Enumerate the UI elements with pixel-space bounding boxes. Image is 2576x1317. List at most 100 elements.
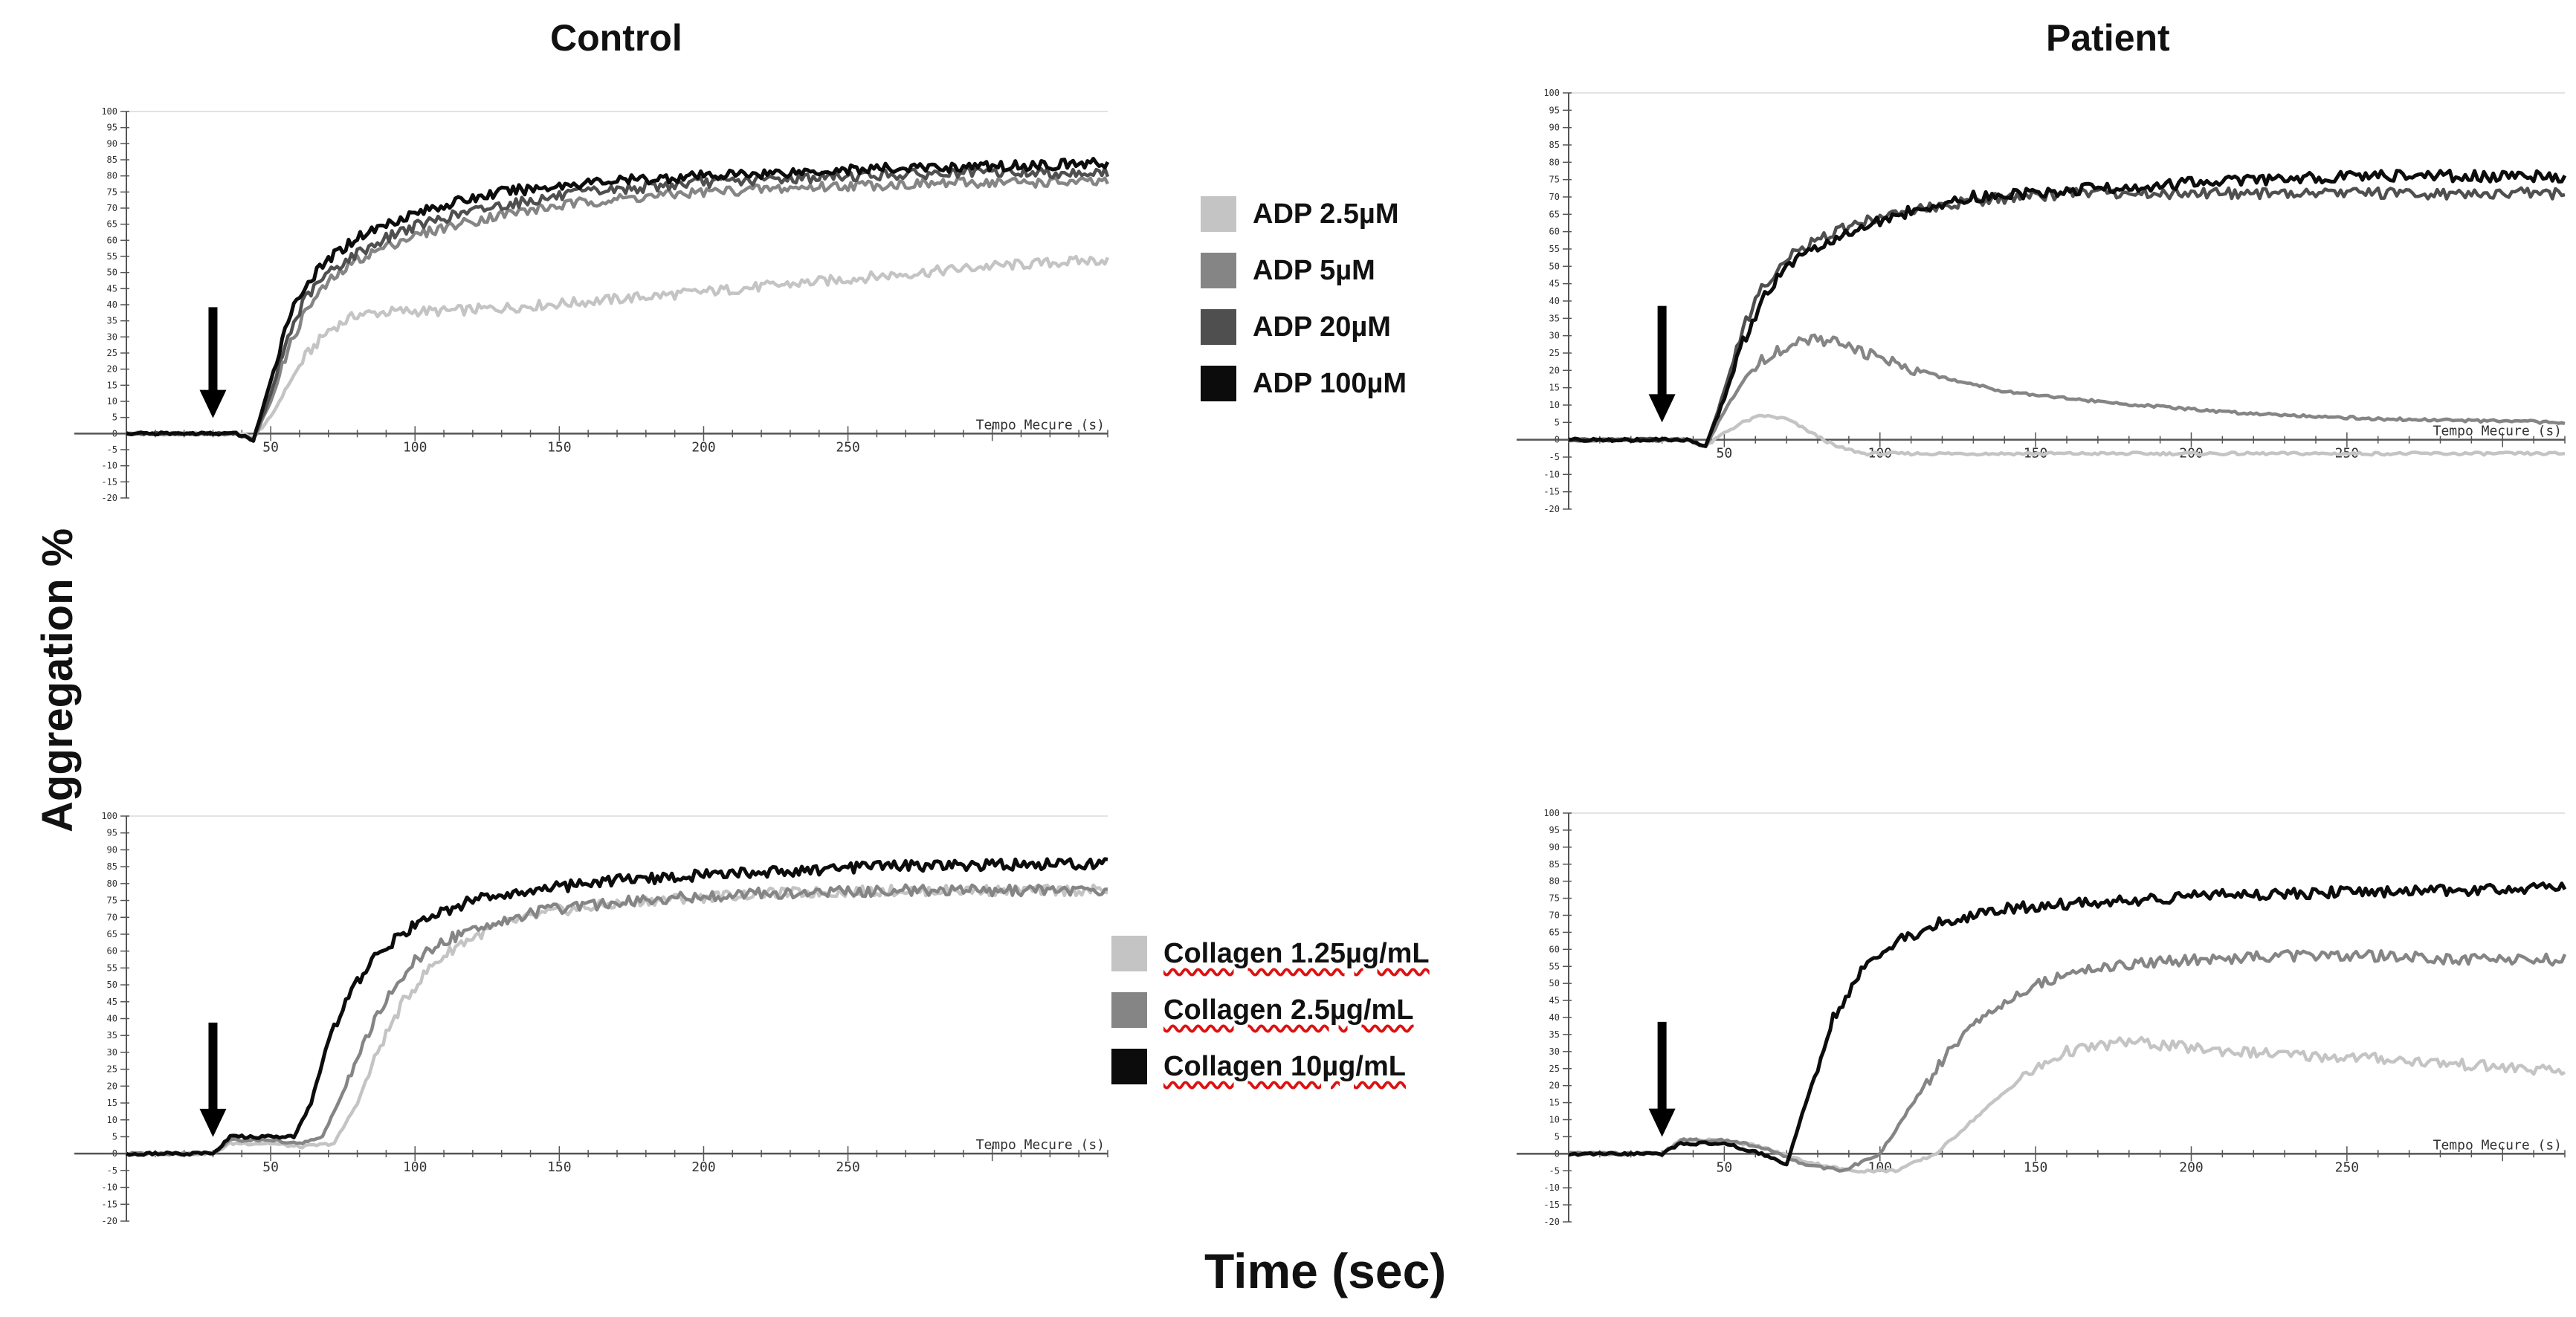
y-tick-label: 70	[1549, 192, 1560, 202]
y-tick-label: 45	[107, 997, 117, 1007]
y-tick-label: 15	[1549, 383, 1560, 393]
x-tick-label: 200	[2179, 1159, 2204, 1175]
y-tick-label: -10	[1543, 1182, 1560, 1193]
y-tick-label: 5	[1555, 1131, 1560, 1142]
y-tick-label: 50	[1549, 978, 1560, 988]
arrow-head	[1648, 1108, 1676, 1137]
y-tick-label: 5	[112, 412, 117, 423]
legend-swatch	[1201, 196, 1236, 232]
series-line	[126, 883, 1108, 1157]
series-line	[1568, 169, 2567, 448]
legend-item: Collagen 10µg/mL	[1111, 1038, 1430, 1095]
series-line	[125, 166, 1110, 442]
y-tick-label: 30	[1549, 1046, 1560, 1057]
instrument-axis-label: Tempo Mecure (s)	[2433, 1137, 2562, 1153]
y-tick-label: 70	[1549, 910, 1560, 921]
y-tick-label: 5	[1555, 417, 1560, 427]
legend-label: ADP 20µM	[1253, 311, 1391, 343]
y-tick-label: 75	[107, 187, 117, 197]
y-tick-label: 15	[107, 380, 117, 390]
y-tick-label: 75	[1549, 893, 1560, 904]
y-tick-label: 65	[1549, 209, 1560, 219]
y-tick-label: 10	[107, 1115, 117, 1125]
y-tick-label: 65	[107, 219, 117, 230]
y-tick-label: 20	[1549, 365, 1560, 375]
y-tick-label: 95	[1549, 825, 1560, 835]
y-tick-label: 85	[107, 155, 117, 165]
series-line	[126, 175, 1110, 441]
y-tick-label: 85	[1549, 859, 1560, 870]
y-tick-label: -5	[107, 1165, 117, 1176]
y-tick-label: 45	[1549, 995, 1560, 1006]
x-tick-label: 100	[403, 439, 427, 455]
y-tick-label: 60	[1549, 227, 1560, 237]
y-tick-label: 40	[1549, 296, 1560, 306]
y-tick-label: 90	[107, 844, 117, 855]
y-tick-label: 65	[1549, 927, 1560, 937]
instrument-axis-label: Tempo Mecure (s)	[2433, 424, 2562, 439]
y-tick-label: 45	[107, 283, 117, 294]
y-tick-label: 55	[1549, 244, 1560, 254]
x-tick-label: 50	[1717, 446, 1733, 462]
x-tick-label: 150	[547, 439, 572, 455]
y-tick-label: -20	[101, 1216, 117, 1226]
y-tick-label: 75	[1549, 175, 1560, 185]
series-line	[1568, 413, 2566, 457]
y-tick-label: 10	[107, 396, 117, 407]
y-tick-label: 50	[107, 268, 117, 278]
y-tick-label: 70	[107, 203, 117, 213]
y-tick-label: 25	[107, 348, 117, 358]
x-tick-label: 100	[1868, 1159, 1892, 1175]
y-tick-label: 85	[1549, 140, 1560, 150]
y-tick-label: 95	[107, 123, 117, 133]
y-tick-label: 60	[107, 235, 117, 245]
series-line	[126, 883, 1108, 1157]
arrow-head	[199, 1108, 227, 1137]
x-axis-title: Time (sec)	[1204, 1243, 1447, 1298]
instrument-axis-label: Tempo Mecure (s)	[976, 417, 1105, 433]
y-tick-label: 25	[1549, 348, 1560, 358]
y-tick-label: 15	[107, 1098, 117, 1108]
y-tick-label: 35	[1549, 313, 1560, 323]
y-tick-label: -10	[1543, 469, 1560, 479]
series-line	[126, 254, 1110, 439]
chart-patient-collagen: 100 95 90 85 80 75 70 65 60 55 50 45 40 35 30 25 20 15 10 5…	[1517, 808, 2567, 1227]
y-tick-label: 60	[1549, 944, 1560, 954]
legend-label: Collagen 1.25µg/mL	[1163, 937, 1430, 969]
legend-adp: ADP 2.5µM ADP 5µM ADP 20µM ADP 100µM	[1201, 186, 1407, 412]
legend-label: Collagen 2.5µg/mL	[1163, 994, 1414, 1026]
y-tick-label: 20	[107, 364, 117, 375]
legend-swatch	[1111, 936, 1147, 971]
legend-item: Collagen 2.5µg/mL	[1111, 982, 1430, 1038]
series-line	[126, 157, 1110, 443]
legend-swatch	[1111, 992, 1147, 1028]
instrument-axis-label: Tempo Mecure (s)	[976, 1137, 1105, 1153]
y-tick-label: 45	[1549, 279, 1560, 289]
agonist-addition-arrow-icon	[199, 1022, 227, 1137]
arrow-head	[199, 389, 227, 418]
legend-item: ADP 100µM	[1201, 355, 1407, 412]
y-tick-label: 30	[107, 1047, 117, 1058]
legend-label: ADP 100µM	[1253, 367, 1407, 399]
y-tick-label: 25	[1549, 1064, 1560, 1074]
y-tick-label: -5	[1549, 452, 1560, 462]
y-tick-label: 90	[107, 138, 117, 149]
series-line	[1568, 186, 2566, 449]
chart-control-adp: 100 95 90 85 80 75 70 65 60 55 50 45 40 35 30 25 20 15 10 5…	[74, 106, 1110, 503]
y-tick-label: 40	[107, 300, 117, 310]
y-tick-label: 30	[1549, 331, 1560, 341]
y-tick-label: -20	[1543, 1217, 1560, 1227]
y-tick-label: 80	[1549, 157, 1560, 167]
legend-label: ADP 2.5µM	[1253, 198, 1399, 230]
y-tick-label: -20	[1543, 504, 1560, 514]
x-tick-label: 250	[2335, 1159, 2360, 1175]
x-tick-label: 250	[836, 439, 860, 455]
y-tick-label: 50	[107, 980, 117, 990]
x-tick-label: 150	[2024, 1159, 2048, 1175]
y-tick-label: 70	[107, 912, 117, 922]
y-tick-label: 75	[107, 896, 117, 906]
y-tick-label: -15	[101, 476, 117, 487]
legend-item: ADP 2.5µM	[1201, 186, 1407, 242]
y-tick-label: 40	[107, 1014, 117, 1024]
y-tick-label: -15	[1543, 487, 1560, 497]
